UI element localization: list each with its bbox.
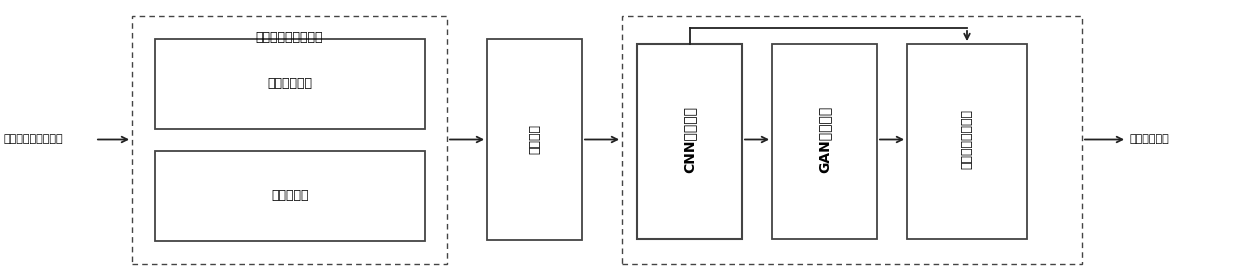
Text: 影像数据处理子系统: 影像数据处理子系统	[255, 31, 324, 44]
Text: 七维模型合成单元: 七维模型合成单元	[961, 109, 973, 170]
Bar	[155, 39, 425, 129]
Bar	[637, 44, 742, 239]
Bar	[773, 44, 877, 239]
Text: 全心七维模型: 全心七维模型	[1130, 134, 1169, 145]
Text: GAN神经网络: GAN神经网络	[817, 106, 832, 173]
Bar	[622, 16, 1083, 264]
Bar	[906, 44, 1027, 239]
Text: 卷积神经网络: 卷积神经网络	[268, 78, 312, 90]
Bar	[487, 40, 582, 239]
Text: CNN神经网络: CNN神经网络	[682, 106, 697, 173]
Bar	[155, 151, 425, 241]
Text: 支持向量机: 支持向量机	[272, 189, 309, 203]
Text: 待识别的心血管影像: 待识别的心血管影像	[4, 134, 63, 145]
Text: 云数据库: 云数据库	[528, 124, 541, 155]
Bar	[131, 16, 446, 264]
